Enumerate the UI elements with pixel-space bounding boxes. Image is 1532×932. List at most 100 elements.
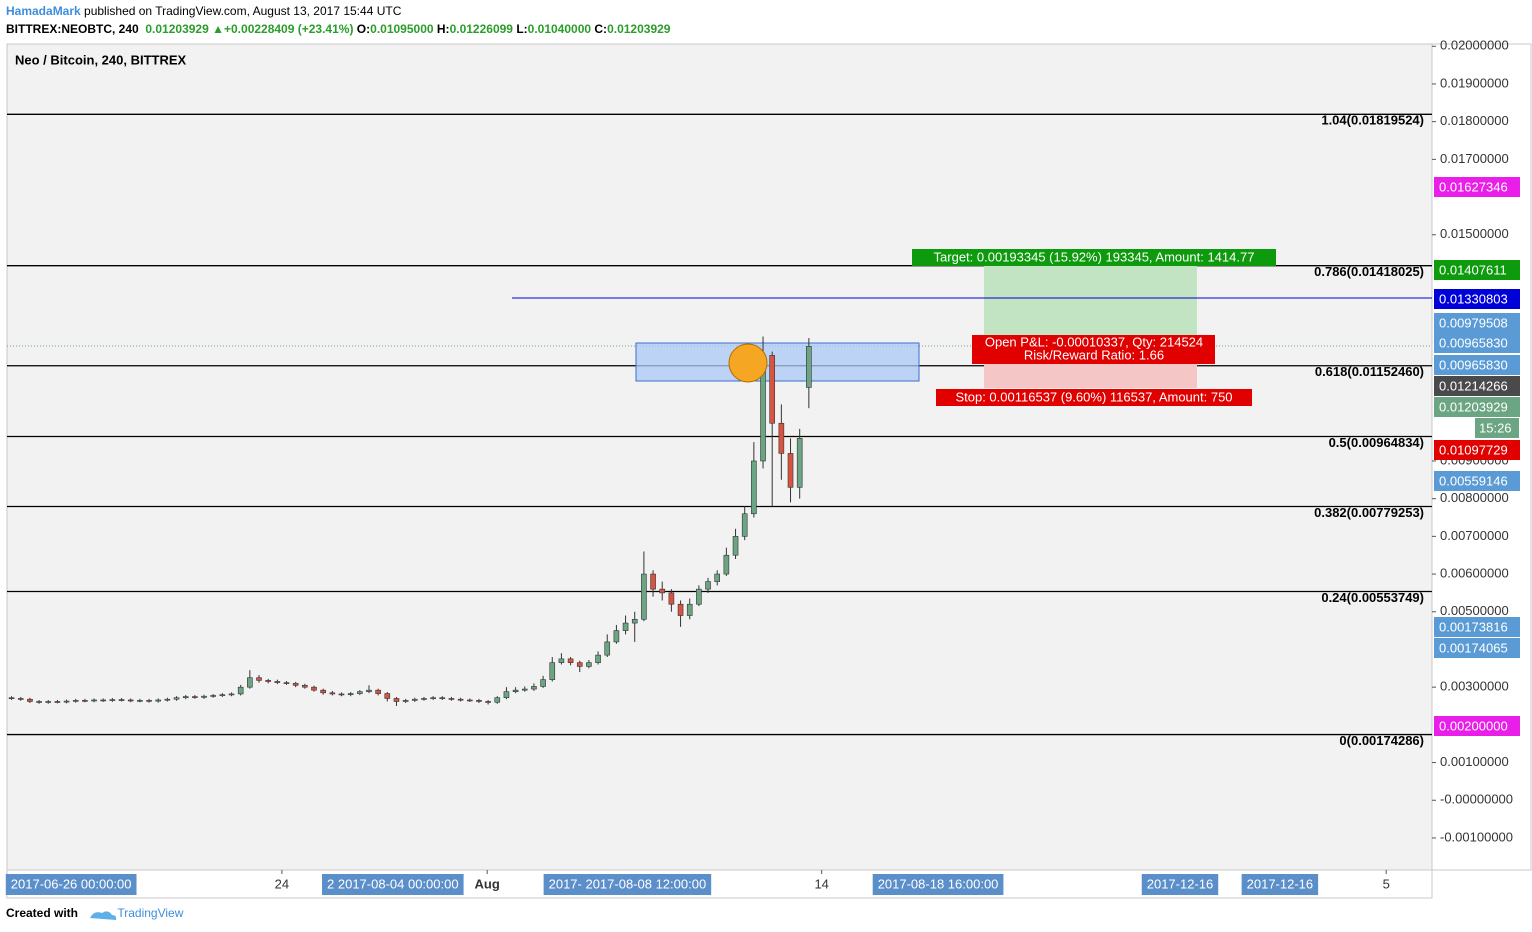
- x-tick-label: 2017-12-16: [1247, 876, 1314, 891]
- candle-body: [347, 693, 354, 695]
- candle-body: [622, 622, 629, 631]
- candle-body: [27, 698, 33, 702]
- candle-body: [82, 700, 88, 702]
- candle-body: [109, 699, 116, 701]
- candle-body: [411, 698, 418, 701]
- fib-label: 0.5(0.00964834): [1329, 435, 1424, 450]
- y-tick-label: 0.01700000: [1440, 151, 1509, 166]
- pnl-label: Open P&L: -0.00010337, Qty: 214524: [985, 334, 1203, 349]
- x-tick-badge: [1141, 874, 1219, 895]
- y-tick-label: 0.00300000: [1440, 679, 1509, 694]
- h-label: H:: [436, 22, 450, 36]
- candle-body: [430, 697, 436, 700]
- price-badge-label: 0.01627346: [1439, 179, 1508, 194]
- candle-body: [613, 630, 620, 643]
- price-badge: [1434, 177, 1520, 197]
- price-badge: [1434, 397, 1520, 417]
- y-tick-label: 0.00800000: [1440, 490, 1509, 505]
- x-tick-label: 2017-08-18 16:00:00: [878, 876, 999, 891]
- header-line-2: BITTREX:NEOBTC, 240 0.01203929 ▲+0.00228…: [6, 22, 670, 36]
- candle-body: [650, 573, 656, 590]
- candle-body: [668, 592, 675, 605]
- stop-label-bg: [936, 389, 1252, 406]
- fib-label: 0.786(0.01418025): [1314, 264, 1424, 279]
- h: 0.01226099: [449, 22, 513, 36]
- price-badge: [1434, 313, 1520, 333]
- candle-body: [155, 699, 162, 702]
- candle-body: [457, 698, 464, 701]
- x-tick-badge: [5, 874, 137, 895]
- candle-body: [595, 654, 601, 663]
- candle-body: [118, 699, 125, 701]
- candle-body: [338, 693, 345, 696]
- stop-label: Stop: 0.00116537 (9.60%) 116537, Amount:…: [955, 389, 1232, 404]
- price-badge-label: 0.01097729: [1439, 442, 1508, 457]
- symbol: BITTREX:NEOBTC, 240: [6, 22, 139, 36]
- candle-body: [375, 689, 381, 694]
- price-badge-label: 0.00965830: [1439, 335, 1508, 350]
- y-tick-label: 0.01900000: [1440, 75, 1509, 90]
- candle-body: [54, 701, 61, 703]
- x-tick-badge: [543, 874, 712, 895]
- arrow: ▲: [212, 22, 224, 36]
- candle-body: [8, 697, 15, 700]
- candle-body: [210, 695, 216, 697]
- candle-body: [751, 460, 757, 515]
- plot-area: [6, 43, 1433, 871]
- candle-body: [576, 662, 583, 667]
- price-badge: [1434, 471, 1520, 491]
- ratio-label: Risk/Reward Ratio: 1.66: [1024, 347, 1164, 362]
- price-badge: [1434, 716, 1520, 736]
- published: published on TradingView.com, August 13,…: [80, 4, 402, 18]
- candles: [8, 336, 812, 707]
- candle-body: [549, 662, 556, 680]
- price-badge: [1434, 289, 1520, 309]
- candle-body: [237, 686, 244, 695]
- change: +0.00228409 (+23.41%): [224, 22, 354, 36]
- candle-body: [586, 662, 592, 667]
- price-badge-label: 0.01330803: [1439, 291, 1508, 306]
- marker-circle: [728, 343, 768, 383]
- candle-body: [36, 701, 42, 703]
- candle-body: [164, 698, 171, 701]
- candle-body: [247, 677, 253, 688]
- candle-body: [659, 588, 666, 594]
- candle-body: [531, 686, 537, 690]
- candle-body: [567, 658, 574, 663]
- price-badge-label: 0.00200000: [1439, 718, 1508, 733]
- target-label: Target: 0.00193345 (15.92%) 193345, Amou…: [934, 249, 1255, 264]
- o: 0.01095000: [370, 22, 434, 36]
- price-badge: [1434, 355, 1520, 375]
- candle-body: [146, 700, 152, 702]
- candle-body: [192, 696, 198, 698]
- price-badge: [1434, 617, 1520, 637]
- candle-body: [274, 681, 281, 683]
- candle-body: [173, 697, 180, 700]
- x-tick-badge: [1241, 874, 1319, 895]
- y-tick-label: -0.00000000: [1440, 792, 1513, 807]
- price-badge: [1434, 260, 1520, 280]
- candle-body: [558, 658, 565, 663]
- candle-body: [485, 701, 491, 703]
- candle-body: [787, 453, 794, 488]
- price-badge-label: 0.01203929: [1439, 399, 1508, 414]
- candle-body: [357, 691, 363, 694]
- candle-body: [219, 694, 226, 696]
- candle-body: [705, 581, 711, 590]
- o-label: O:: [356, 22, 371, 36]
- candle-body: [17, 698, 24, 700]
- candle-body: [182, 696, 189, 699]
- target-label-bg: [912, 249, 1276, 266]
- x-tick-label: 2017-06-26 00:00:00: [11, 876, 132, 891]
- candle-body: [641, 573, 647, 620]
- x-tick-label: 5: [1383, 876, 1390, 891]
- x-tick-label: 2017- 2017-08-08 12:00:00: [549, 876, 707, 891]
- fib-label: 0.24(0.00553749): [1321, 590, 1424, 605]
- candle-body: [137, 700, 143, 702]
- x-tick-badge: [872, 874, 1004, 895]
- candle-body: [714, 573, 721, 582]
- y-tick-label: 0.00500000: [1440, 603, 1509, 618]
- candle-body: [466, 699, 473, 702]
- price-badges: 0.01627346 0.01407611 0.01330803 0.00979508…: [1434, 177, 1520, 736]
- x-tick-label: 2017-12-16: [1147, 876, 1214, 891]
